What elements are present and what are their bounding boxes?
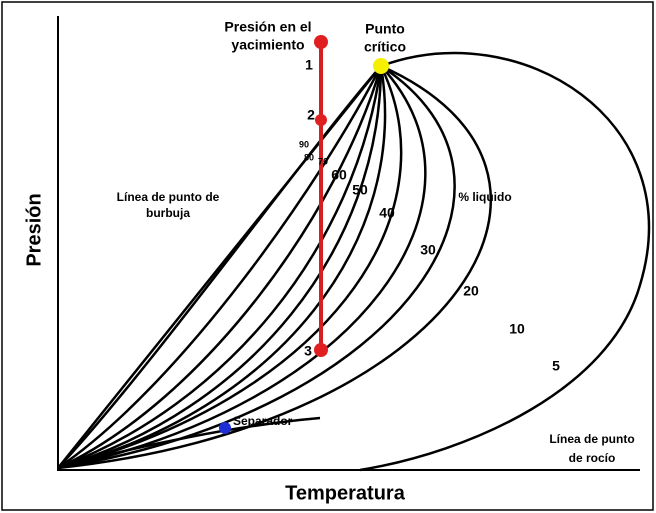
curves [57, 51, 651, 472]
quality-label: 60 [331, 167, 347, 183]
dew-line [359, 51, 651, 472]
quality-label: 40 [379, 205, 395, 221]
quality-curve [57, 65, 383, 470]
y-axis-label: Presión [23, 193, 45, 266]
quality-label: 50 [352, 182, 368, 198]
axes [57, 16, 640, 471]
point [315, 114, 327, 126]
point-label: 3 [304, 343, 312, 359]
quality-label: 90 [299, 139, 309, 149]
point-label: 1 [305, 57, 313, 73]
critical-point [373, 58, 389, 74]
quality-curve [57, 65, 383, 470]
bubble-label: Línea de punto de [117, 190, 220, 204]
label: Punto [365, 21, 405, 37]
label: Presión en el [224, 19, 311, 35]
quality-label: 30 [420, 242, 436, 258]
bubble-label: burbuja [146, 206, 190, 220]
label: yacimiento [231, 37, 304, 53]
separator-line [57, 416, 321, 470]
dew-label: Línea de punto [549, 432, 634, 446]
quality-curve [57, 65, 383, 470]
point [314, 35, 328, 49]
point-label: 2 [307, 107, 315, 123]
point [314, 343, 328, 357]
quality-curve [57, 65, 382, 469]
separator-point [219, 422, 231, 434]
x-axis-label: Temperatura [285, 482, 406, 504]
quality-label: 70 [318, 156, 328, 166]
dew-label: de rocío [569, 451, 616, 465]
label: crítico [364, 39, 406, 55]
quality-curve [57, 65, 403, 470]
quality-curve [57, 65, 387, 470]
quality-label: 20 [463, 283, 479, 299]
quality-curve [57, 64, 493, 470]
quality-label: 80 [304, 152, 314, 162]
liquid-label: % liquido [458, 190, 511, 204]
quality-curve [57, 65, 383, 470]
quality-curve [57, 65, 427, 470]
quality-label: 5 [552, 358, 560, 374]
quality-label: 10 [509, 321, 525, 337]
separator-label: Separador [233, 414, 293, 428]
quality-curve [57, 64, 456, 470]
